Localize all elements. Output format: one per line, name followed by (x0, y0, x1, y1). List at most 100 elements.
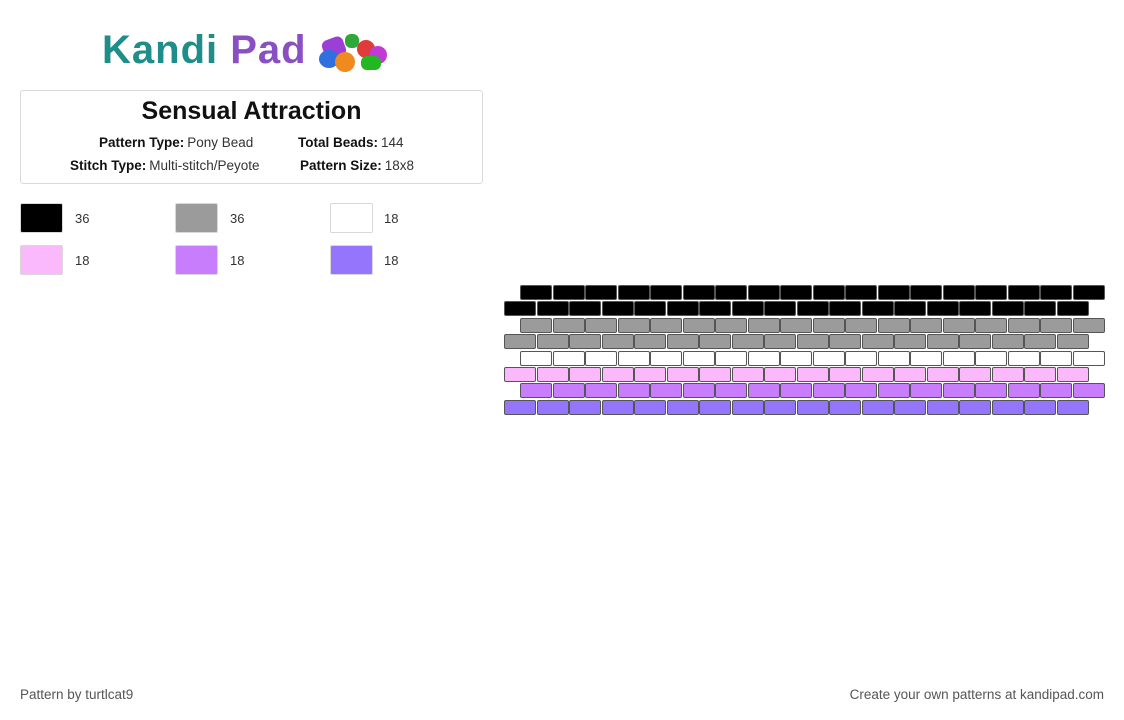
bead (1056, 367, 1089, 382)
bead (504, 399, 536, 415)
bead (520, 383, 552, 399)
bead (796, 399, 829, 415)
color-swatch-black (20, 203, 63, 233)
bead (666, 301, 699, 317)
bead (666, 367, 699, 382)
bead (569, 367, 601, 382)
bead (796, 334, 829, 350)
bead (699, 367, 731, 382)
bead (617, 317, 650, 333)
bead (520, 317, 552, 333)
bead (910, 285, 942, 300)
pattern-type-label: Pattern Type: (99, 135, 185, 150)
bead-pile-icon (317, 26, 395, 74)
total-beads: Total Beads: 144 (298, 135, 404, 150)
bead (1024, 399, 1056, 415)
bead (682, 317, 715, 333)
pattern-info-box: Sensual Attraction Pattern Type: Pony Bea… (20, 90, 483, 184)
bead (1072, 350, 1105, 366)
bead (975, 383, 1007, 399)
bead (894, 334, 926, 350)
bead (959, 367, 991, 382)
color-count-gray: 36 (230, 211, 245, 226)
bead (975, 350, 1007, 366)
bead (975, 285, 1007, 300)
bead (829, 399, 861, 415)
bead (634, 334, 666, 350)
color-count-purple: 18 (230, 253, 245, 268)
bead (536, 334, 569, 350)
bead (796, 367, 829, 382)
color-swatch-pink (20, 245, 63, 275)
bead (894, 301, 926, 317)
bead (747, 285, 780, 300)
stitch-type-value: Multi-stitch/Peyote (149, 158, 260, 173)
bead (650, 350, 682, 366)
bead (747, 383, 780, 399)
color-count-black: 36 (75, 211, 90, 226)
bead (1056, 399, 1089, 415)
pattern-size-label: Pattern Size: (300, 158, 382, 173)
bead (617, 350, 650, 366)
bead (650, 317, 682, 333)
bead (942, 350, 975, 366)
bead (1072, 285, 1105, 300)
bead (1072, 383, 1105, 399)
color-swatch-violet (330, 245, 373, 275)
bead (1040, 383, 1072, 399)
color-count-violet: 18 (384, 253, 399, 268)
bead (829, 367, 861, 382)
bead (780, 350, 812, 366)
bead (1040, 285, 1072, 300)
bead (991, 367, 1024, 382)
bead (585, 285, 617, 300)
bead (812, 350, 845, 366)
color-count-white: 18 (384, 211, 399, 226)
bead (812, 317, 845, 333)
bead (877, 350, 910, 366)
bead (845, 383, 877, 399)
bead (585, 350, 617, 366)
bead (894, 367, 926, 382)
bead (942, 285, 975, 300)
bead (634, 367, 666, 382)
bead (552, 317, 585, 333)
bead (504, 334, 536, 350)
bead (877, 317, 910, 333)
bead (699, 399, 731, 415)
bead (1007, 350, 1040, 366)
bead (585, 317, 617, 333)
bead (601, 399, 634, 415)
bead (959, 334, 991, 350)
bead (731, 399, 764, 415)
bead (520, 285, 552, 300)
bead (601, 334, 634, 350)
bead (829, 334, 861, 350)
bead (764, 399, 796, 415)
bead (991, 301, 1024, 317)
bead (877, 285, 910, 300)
bead (1007, 317, 1040, 333)
bead (715, 285, 747, 300)
bead (926, 367, 959, 382)
bead (796, 301, 829, 317)
stitch-type-label: Stitch Type: (70, 158, 147, 173)
bead (991, 399, 1024, 415)
pattern-type-value: Pony Bead (187, 135, 254, 150)
bead (845, 285, 877, 300)
bead (1024, 334, 1056, 350)
bead (699, 334, 731, 350)
bead (861, 399, 894, 415)
bead (1072, 317, 1105, 333)
total-beads-label: Total Beads: (298, 135, 379, 150)
bead (780, 317, 812, 333)
bead (699, 301, 731, 317)
kandipad-promo-link[interactable]: Create your own patterns at kandipad.com (849, 687, 1104, 702)
bead (861, 301, 894, 317)
bead (601, 301, 634, 317)
bead (975, 317, 1007, 333)
bead (715, 383, 747, 399)
bead (1024, 301, 1056, 317)
bead (1040, 350, 1072, 366)
color-swatch-white (330, 203, 373, 233)
